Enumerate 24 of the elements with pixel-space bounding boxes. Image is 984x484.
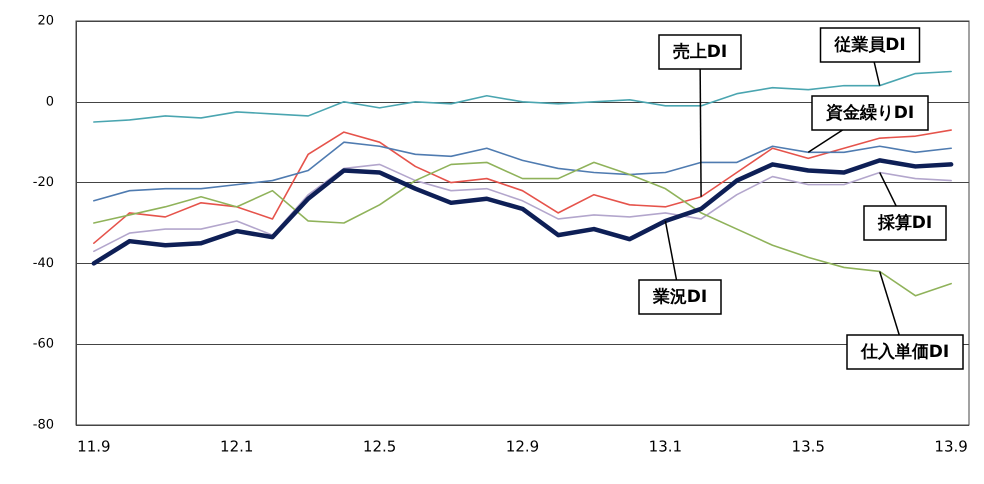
y-tick-label: -40 <box>32 256 54 271</box>
text: 売上DI <box>672 42 728 62</box>
x-tick-label: 13.9 <box>934 438 968 456</box>
y-tick-label: -80 <box>32 418 54 432</box>
x-tick-label: 12.1 <box>220 438 254 456</box>
text: 業況DI <box>652 287 708 307</box>
line-series <box>93 70 952 123</box>
x-tick-label: 12.9 <box>506 438 540 456</box>
x-tick-label: 13.1 <box>648 438 682 456</box>
line-series <box>93 129 952 244</box>
x-tick-label: 13.5 <box>792 438 825 456</box>
x-tick-label: 11.9 <box>77 438 111 456</box>
line-series <box>93 141 952 202</box>
line-series <box>93 164 952 252</box>
series-label: 採算DI <box>876 213 932 233</box>
series-label: 資金繰りDI <box>824 103 914 123</box>
series-label: 従業員DI <box>833 35 906 55</box>
y-tick-label: 0 <box>46 94 54 110</box>
y-tick-label: -20 <box>32 175 54 190</box>
line-series <box>92 158 954 266</box>
text: 仕入単価DI <box>860 342 950 362</box>
y-tick-label: -60 <box>32 336 54 352</box>
y-tick-label: 20 <box>37 14 54 28</box>
x-tick-label: 12.5 <box>362 438 396 456</box>
